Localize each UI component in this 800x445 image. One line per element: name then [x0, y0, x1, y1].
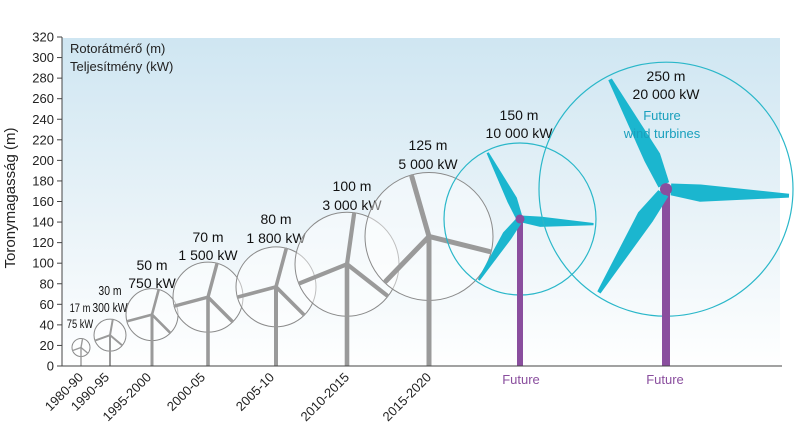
y-tick-label: 220: [32, 132, 54, 147]
legend-rotor-diameter: Rotorátmérő (m): [70, 41, 165, 56]
rotor-diameter-label: 70 m: [192, 229, 223, 245]
y-tick-label: 80: [40, 276, 54, 291]
turbine-8: 150 m 10 000 kW: [443, 107, 597, 366]
blade: [236, 285, 278, 299]
future-note-line: wind turbines: [623, 126, 701, 141]
blade: [409, 174, 432, 239]
power-label: 3 000 kW: [322, 197, 382, 213]
rotor-diameter-label: 150 m: [500, 107, 539, 123]
turbine-4: 70 m 1 500 kW: [172, 229, 244, 366]
turbine-9: 250 m 20 000 kW Future wind turbines: [538, 61, 794, 366]
y-tick-label: 0: [47, 359, 54, 374]
rotor-diameter-label: 80 m: [260, 211, 291, 227]
blade: [80, 338, 84, 349]
turbine-7: 125 m 5 000 kW: [364, 137, 494, 366]
blade: [80, 346, 89, 354]
power-label: 10 000 kW: [486, 125, 554, 141]
y-tick-label: 160: [32, 194, 54, 209]
rotor-diameter-label: 125 m: [409, 137, 448, 153]
blade: [608, 78, 670, 188]
turbine-1: 17 m 75 kW: [67, 302, 94, 366]
power-label: 750 kW: [128, 275, 176, 291]
rotor-diameter-label: 100 m: [333, 178, 372, 194]
blade: [486, 152, 522, 218]
blade: [206, 262, 219, 299]
blade: [426, 233, 492, 254]
hub: [660, 183, 672, 196]
y-tick-label: 140: [32, 215, 54, 230]
blade: [206, 295, 234, 323]
blade: [298, 262, 350, 286]
turbine-3: 50 m 750 kW: [125, 257, 179, 366]
blade: [522, 215, 594, 227]
blade: [597, 190, 669, 294]
blade: [274, 247, 288, 289]
power-label: 1 500 kW: [178, 247, 238, 263]
y-tick-label: 260: [32, 91, 54, 106]
y-tick-label: 300: [32, 50, 54, 65]
rotor-diameter-label: 30 m: [98, 284, 121, 298]
blade: [126, 313, 154, 323]
blade: [173, 295, 210, 308]
blade: [150, 313, 172, 334]
blade: [344, 262, 389, 298]
x-category-label: Future: [646, 372, 684, 387]
y-tick-label: 20: [40, 338, 54, 353]
legend: Rotorátmérő (m) Teljesítmény (kW): [70, 41, 173, 74]
hub: [515, 214, 525, 224]
power-label: 75 kW: [67, 318, 94, 331]
power-label: 1 800 kW: [246, 230, 306, 246]
blade: [94, 334, 111, 342]
blade: [274, 285, 306, 317]
y-tick-label: 120: [32, 235, 54, 250]
x-category-label: Future: [502, 372, 540, 387]
y-tick-label: 60: [40, 297, 54, 312]
y-tick-label: 200: [32, 153, 54, 168]
x-category-label: 2015-2020: [380, 370, 435, 425]
power-label: 5 000 kW: [398, 156, 458, 172]
turbine-2: 30 m 300 kW: [92, 284, 128, 366]
turbines: 17 m 75 kW 30 m 300 kW 50 m 750 kW 70 m 1 500 k…: [67, 61, 794, 366]
y-axis: 0 20 40 60 80 100 120 140 160 180 200 220 240 260 280 3…: [32, 30, 63, 374]
blade: [109, 334, 123, 347]
power-label: 20 000 kW: [633, 86, 701, 102]
legend-power: Teljesítmény (kW): [70, 59, 173, 74]
turbine-6: 100 m 3 000 kW: [294, 178, 400, 366]
x-category-label: 2010-2015: [298, 370, 353, 425]
turbine-5: 80 m 1 800 kW: [235, 211, 317, 366]
y-tick-label: 40: [40, 317, 54, 332]
rotor-diameter-label: 17 m: [70, 302, 91, 315]
x-category-label: 2005-10: [233, 370, 277, 414]
blade: [383, 233, 432, 284]
blade: [109, 318, 114, 337]
power-label: 300 kW: [92, 301, 128, 315]
y-tick-label: 280: [32, 71, 54, 86]
y-tick-label: 240: [32, 112, 54, 127]
blade: [670, 183, 790, 202]
blade: [150, 288, 160, 316]
blade: [477, 219, 522, 281]
future-note-line: Future: [643, 108, 681, 123]
y-tick-label: 320: [32, 30, 54, 45]
rotor-diameter-label: 50 m: [136, 257, 167, 273]
y-tick-label: 100: [32, 256, 54, 271]
blade: [344, 212, 357, 267]
x-category-label: 2000-05: [164, 370, 208, 414]
rotor-diameter-label: 250 m: [647, 68, 686, 84]
y-axis-label: Toronymagasság (m): [2, 128, 19, 269]
y-tick-label: 180: [32, 173, 54, 188]
blade: [72, 346, 82, 352]
